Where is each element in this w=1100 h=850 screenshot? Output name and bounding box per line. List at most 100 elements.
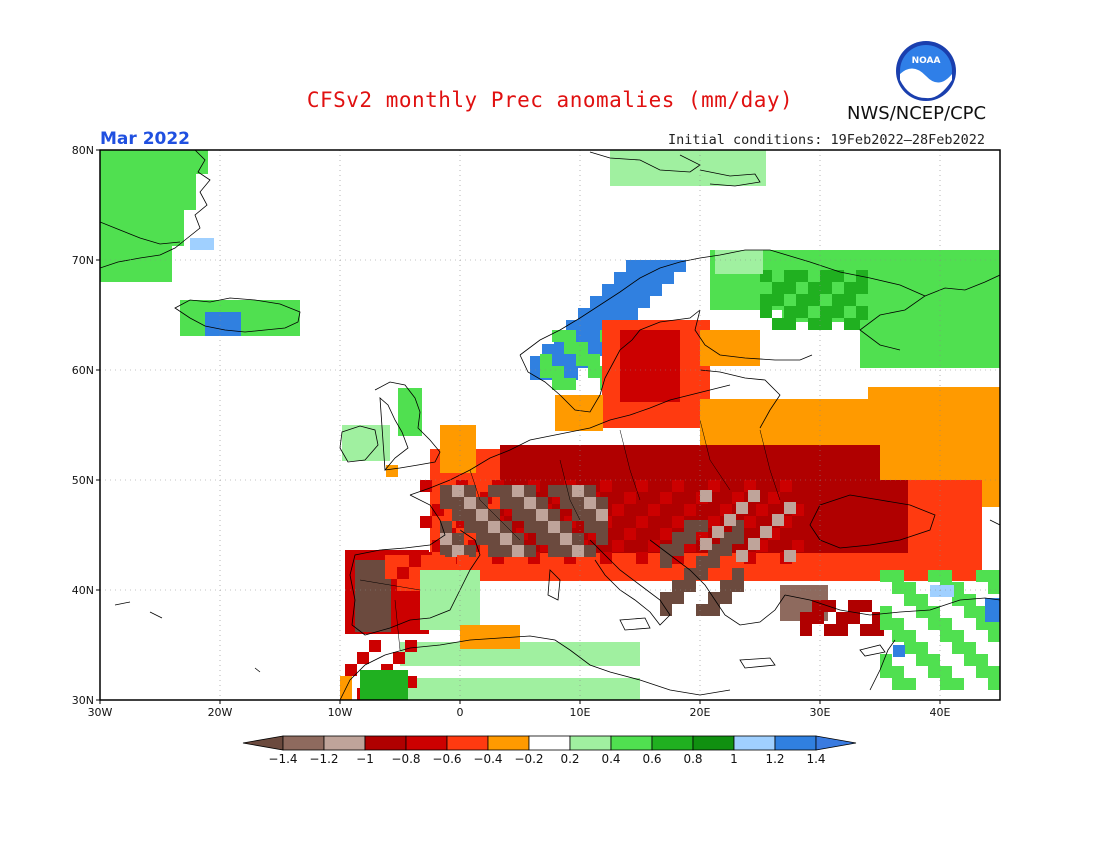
anomaly-cell xyxy=(648,504,660,516)
anomaly-cell xyxy=(812,493,824,505)
anomaly-cell xyxy=(742,174,754,186)
anomaly-cell xyxy=(466,473,478,485)
anomaly-cell xyxy=(836,624,848,636)
anomaly-cell xyxy=(914,298,926,310)
anomaly-cell xyxy=(184,174,196,186)
anomaly-cell xyxy=(196,150,208,162)
colorbar-label: 1.4 xyxy=(806,752,825,766)
colorbar-arrow-right xyxy=(815,735,857,751)
anomaly-cell xyxy=(880,399,892,411)
anomaly-cell xyxy=(572,497,584,509)
map-frame xyxy=(99,149,1001,701)
anomaly-cell xyxy=(180,300,192,312)
anomaly-cell xyxy=(744,480,756,492)
anomaly-cell xyxy=(658,150,670,162)
anomaly-cell xyxy=(536,533,548,545)
lon-tick-label: 0 xyxy=(457,706,464,719)
anomaly-cell xyxy=(800,612,812,624)
anomaly-cell xyxy=(862,569,874,581)
anomaly-cell xyxy=(816,585,828,597)
anomaly-cell xyxy=(548,485,560,497)
anomaly-cell xyxy=(728,481,740,493)
anomaly-cell xyxy=(366,437,378,449)
anomaly-cell xyxy=(704,505,716,517)
anomaly-cell xyxy=(354,425,366,437)
anomaly-cell xyxy=(880,606,892,618)
anomaly-cell xyxy=(748,354,760,366)
anomaly-cell xyxy=(650,284,662,296)
anomaly-cell xyxy=(904,468,916,480)
anomaly-cell xyxy=(520,642,532,654)
anomaly-cell xyxy=(800,624,812,636)
anomaly-cell xyxy=(800,481,812,493)
anomaly-cell xyxy=(622,174,634,186)
anomaly-cell xyxy=(672,544,684,556)
anomaly-cell xyxy=(572,445,584,457)
anomaly-cell xyxy=(848,457,860,469)
anomaly-cell xyxy=(808,423,820,435)
anomaly-cell xyxy=(748,538,760,550)
anomaly-cell xyxy=(884,320,896,332)
anomaly-cell xyxy=(512,509,524,521)
anomaly-cell xyxy=(884,529,896,541)
anomaly-cell xyxy=(970,521,982,533)
anomaly-cell xyxy=(872,320,884,332)
anomaly-cell xyxy=(866,250,878,262)
anomaly-cell xyxy=(706,150,718,162)
anomaly-cell xyxy=(736,423,748,435)
anomaly-cell xyxy=(398,388,410,400)
anomaly-cell xyxy=(904,387,916,399)
anomaly-cell xyxy=(464,509,476,521)
anomaly-cell xyxy=(538,569,550,581)
anomaly-cell xyxy=(734,298,746,310)
anomaly-cell xyxy=(848,505,860,517)
anomaly-cell xyxy=(634,569,646,581)
anomaly-cell xyxy=(976,399,988,411)
anomaly-cell xyxy=(452,497,464,509)
anomaly-cell xyxy=(378,437,390,449)
anomaly-cell xyxy=(860,344,872,356)
anomaly-cell xyxy=(976,570,988,582)
anomaly-cell xyxy=(860,541,872,553)
anomaly-cell xyxy=(968,344,980,356)
anomaly-cell xyxy=(686,332,698,344)
anomaly-cell xyxy=(896,481,908,493)
anomaly-cell xyxy=(808,294,820,306)
anomaly-cell xyxy=(172,150,184,162)
anomaly-cell xyxy=(922,533,934,545)
anomaly-cell xyxy=(832,399,844,411)
grid-lines xyxy=(100,150,1000,700)
anomaly-cell xyxy=(372,670,384,682)
anomaly-cell xyxy=(916,468,928,480)
anomaly-cell xyxy=(614,416,626,428)
anomaly-cell xyxy=(124,162,136,174)
anomaly-cell xyxy=(124,198,136,210)
anomaly-cell xyxy=(532,642,544,654)
anomaly-cell xyxy=(524,445,536,457)
anomaly-cell xyxy=(396,694,408,700)
anomaly-cell xyxy=(436,654,448,666)
anomaly-cell xyxy=(560,457,572,469)
anomaly-cell xyxy=(602,404,614,416)
anomaly-cell xyxy=(357,652,369,664)
anomaly-cell xyxy=(136,210,148,222)
anomaly-cell xyxy=(732,492,744,504)
anomaly-cell xyxy=(808,282,820,294)
anomaly-cell xyxy=(556,654,568,666)
colorbar-label: 0.4 xyxy=(601,752,620,766)
anomaly-cell xyxy=(728,445,740,457)
anomaly-cell xyxy=(788,445,800,457)
anomaly-cell xyxy=(288,300,300,312)
anomaly-cell xyxy=(700,330,712,342)
anomaly-cell xyxy=(560,497,572,509)
anomaly-cell xyxy=(880,618,892,630)
anomaly-cell xyxy=(100,210,112,222)
anomaly-cell xyxy=(920,332,932,344)
anomaly-cell xyxy=(432,582,444,594)
anomaly-cell xyxy=(240,300,252,312)
anomaly-cell xyxy=(944,344,956,356)
anomaly-cell xyxy=(172,174,184,186)
anomaly-cell xyxy=(760,399,772,411)
anomaly-cell xyxy=(952,399,964,411)
anomaly-cell xyxy=(808,435,820,447)
